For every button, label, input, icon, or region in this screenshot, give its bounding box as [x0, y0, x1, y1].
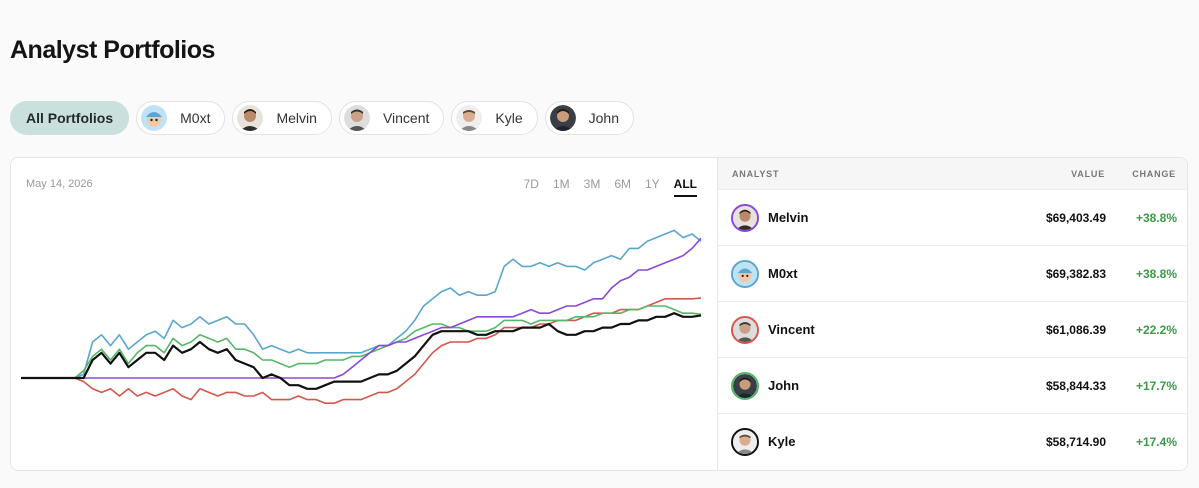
- filter-label: M0xt: [180, 110, 211, 126]
- avatar-icon: [237, 105, 264, 131]
- series-line-vincent: [21, 297, 702, 404]
- range-6m[interactable]: 6M: [614, 177, 631, 191]
- leaderboard-row[interactable]: John $58,844.33 +17.7%: [718, 357, 1187, 413]
- header-value: VALUE: [1071, 168, 1105, 179]
- filter-kyle[interactable]: Kyle: [451, 101, 538, 135]
- leaderboard-row[interactable]: Kyle $58,714.90 +17.4%: [718, 413, 1187, 469]
- portfolio-change: +38.8%: [1135, 210, 1177, 225]
- filter-label: All Portfolios: [26, 110, 114, 126]
- cartoon-avatar-icon: [141, 105, 168, 131]
- analyst-name: Melvin: [768, 210, 809, 225]
- portfolio-panel: May 14, 2026 7D 1M 3M 6M 1Y ALL ANALYST …: [10, 157, 1188, 471]
- analyst-name: M0xt: [768, 266, 798, 281]
- filter-melvin[interactable]: Melvin: [232, 101, 332, 135]
- series-line-john: [21, 305, 702, 379]
- portfolio-filter-bar: All Portfolios M0xt Melvin Vincent Kyle …: [10, 101, 634, 135]
- avatar-icon: [456, 105, 483, 131]
- filter-all-portfolios[interactable]: All Portfolios: [10, 101, 130, 135]
- portfolio-value: $61,086.39: [1045, 322, 1106, 337]
- header-analyst: ANALYST: [732, 168, 780, 179]
- range-7d[interactable]: 7D: [523, 177, 539, 191]
- avatar-icon: [731, 371, 759, 400]
- filter-label: Melvin: [276, 110, 317, 126]
- analyst-name: John: [768, 378, 800, 393]
- page-title: Analyst Portfolios: [10, 36, 215, 64]
- portfolio-value: $69,382.83: [1045, 266, 1106, 281]
- leaderboard-header: ANALYST VALUE CHANGE: [718, 158, 1187, 189]
- leaderboard-row[interactable]: M0xt $69,382.83 +38.8%: [718, 245, 1187, 301]
- analyst-name: Kyle: [768, 434, 796, 449]
- performance-chart: May 14, 2026 7D 1M 3M 6M 1Y ALL: [11, 158, 717, 470]
- leaderboard-row[interactable]: Melvin $69,403.49 +38.8%: [718, 189, 1187, 245]
- analyst-name: Vincent: [768, 322, 815, 337]
- series-line-kyle: [21, 312, 702, 390]
- portfolio-value: $58,844.33: [1045, 378, 1106, 393]
- leaderboard-row[interactable]: Vincent $61,086.39 +22.2%: [718, 301, 1187, 357]
- avatar-icon: [731, 315, 759, 344]
- portfolio-change: +22.2%: [1135, 322, 1177, 337]
- range-3m[interactable]: 3M: [583, 177, 601, 191]
- avatar-icon: [731, 427, 759, 456]
- filter-vincent[interactable]: Vincent: [338, 101, 445, 135]
- portfolio-change: +17.7%: [1135, 378, 1177, 393]
- chart-svg: [21, 229, 702, 404]
- cartoon-avatar-icon: [731, 259, 759, 288]
- avatar-icon: [343, 105, 370, 131]
- portfolio-value: $58,714.90: [1045, 434, 1106, 449]
- filter-m0xt[interactable]: M0xt: [136, 101, 226, 135]
- header-change: CHANGE: [1132, 168, 1176, 179]
- range-1y[interactable]: 1Y: [644, 177, 660, 191]
- range-all[interactable]: ALL: [673, 177, 697, 197]
- filter-label: Vincent: [382, 110, 430, 126]
- chart-date: May 14, 2026: [26, 178, 93, 190]
- filter-john[interactable]: John: [544, 101, 634, 135]
- time-range-selector: 7D 1M 3M 6M 1Y ALL: [524, 177, 697, 197]
- avatar-icon: [549, 105, 576, 131]
- series-line-melvin: [21, 237, 702, 379]
- range-1m[interactable]: 1M: [552, 177, 570, 191]
- portfolio-change: +17.4%: [1135, 434, 1177, 449]
- filter-label: Kyle: [495, 110, 523, 126]
- portfolio-change: +38.8%: [1135, 266, 1177, 281]
- avatar-icon: [731, 203, 759, 232]
- analyst-leaderboard: ANALYST VALUE CHANGE Melvin $69,403.49 +…: [717, 158, 1187, 470]
- filter-label: John: [588, 110, 619, 126]
- series-line-m0xt: [21, 229, 702, 379]
- portfolio-value: $69,403.49: [1045, 210, 1106, 225]
